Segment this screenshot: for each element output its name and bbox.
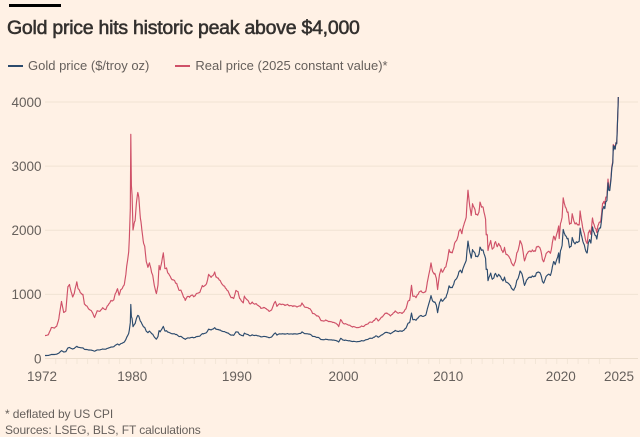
svg-text:1000: 1000 (11, 287, 41, 302)
svg-text:4000: 4000 (11, 95, 41, 110)
svg-text:0: 0 (34, 351, 42, 366)
svg-text:2025: 2025 (604, 369, 634, 384)
svg-text:2000: 2000 (11, 223, 41, 238)
svg-text:1980: 1980 (117, 369, 147, 384)
svg-text:3000: 3000 (11, 159, 41, 174)
svg-text:2000: 2000 (328, 369, 358, 384)
svg-text:2020: 2020 (546, 369, 576, 384)
svg-text:1972: 1972 (27, 369, 57, 384)
svg-text:2010: 2010 (433, 369, 463, 384)
svg-text:1990: 1990 (222, 369, 252, 384)
